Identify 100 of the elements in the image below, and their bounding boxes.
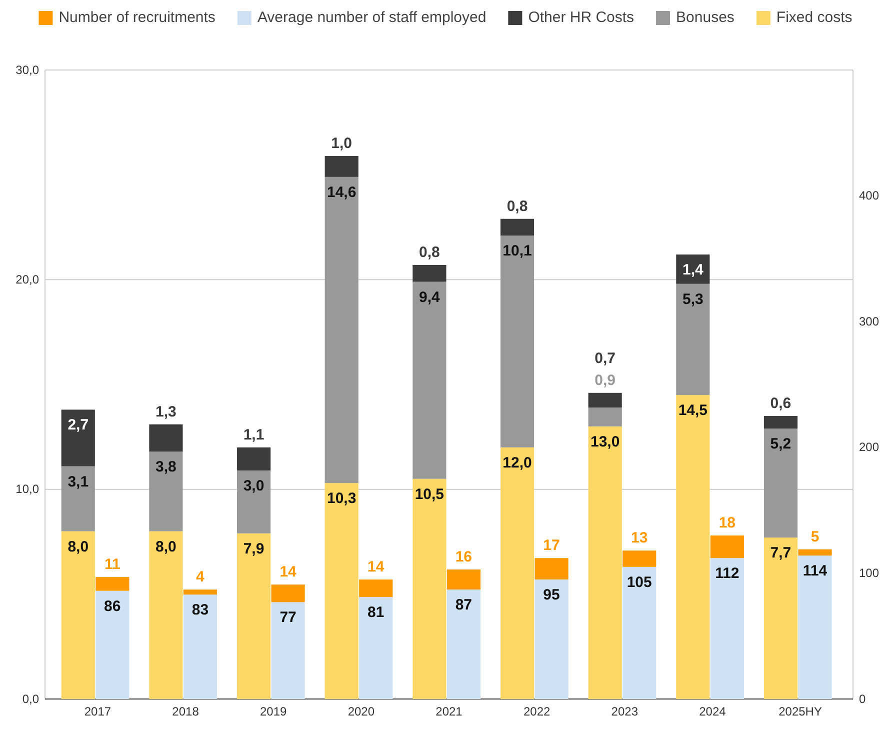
data-label: 5,2 bbox=[770, 436, 792, 453]
bar bbox=[96, 576, 130, 591]
data-label: 7,9 bbox=[243, 540, 264, 558]
bar bbox=[324, 483, 358, 699]
data-label: 10,5 bbox=[414, 486, 444, 503]
data-label: 1,1 bbox=[243, 426, 264, 444]
data-label: 9,4 bbox=[419, 288, 441, 306]
data-label: 0,6 bbox=[770, 394, 792, 412]
data-label: 114 bbox=[802, 562, 828, 580]
data-label: 13 bbox=[631, 530, 648, 547]
data-label: 1,0 bbox=[331, 134, 352, 152]
data-label: 87 bbox=[455, 596, 472, 614]
data-label: 5,3 bbox=[682, 290, 704, 308]
bar bbox=[676, 284, 710, 395]
bar bbox=[676, 254, 710, 284]
data-label: 0,8 bbox=[419, 244, 440, 261]
y-tick-label: 20,0 bbox=[16, 272, 40, 287]
data-label: 14 bbox=[280, 564, 298, 581]
x-tick-label: 2020 bbox=[348, 704, 375, 719]
data-label: 14 bbox=[368, 558, 385, 576]
bar bbox=[764, 416, 798, 429]
bar bbox=[412, 282, 446, 479]
y2-tick-label: 0 bbox=[859, 692, 866, 706]
bar bbox=[61, 466, 95, 532]
bar bbox=[446, 569, 480, 590]
data-label: 77 bbox=[280, 609, 296, 626]
data-label: 4 bbox=[196, 568, 206, 586]
bar bbox=[412, 478, 446, 699]
y-tick-label: 10,0 bbox=[16, 482, 40, 496]
data-label: 3,1 bbox=[68, 473, 89, 490]
bar bbox=[588, 408, 622, 426]
bar bbox=[622, 550, 656, 567]
legend-label: Bonuses bbox=[676, 9, 734, 26]
data-label: 2,7 bbox=[68, 416, 89, 434]
x-tick-label: 2017 bbox=[84, 704, 112, 719]
bar bbox=[676, 394, 710, 699]
data-label: 8,0 bbox=[68, 538, 89, 556]
y-tick-label: 30,0 bbox=[16, 62, 40, 77]
data-label: 10,1 bbox=[502, 242, 532, 260]
x-tick-label: 2022 bbox=[523, 704, 550, 719]
x-tick-label: 2024 bbox=[699, 704, 726, 719]
bar bbox=[534, 558, 568, 580]
legend-label: Average number of staff employed bbox=[257, 9, 486, 26]
x-tick-label: 2021 bbox=[436, 704, 463, 719]
bar bbox=[183, 590, 218, 595]
data-label: 10,3 bbox=[327, 490, 356, 508]
x-tick-label: 2019 bbox=[260, 704, 288, 719]
bar bbox=[271, 584, 305, 602]
y2-tick-label: 300 bbox=[859, 314, 880, 328]
bar bbox=[324, 156, 358, 177]
data-label: 83 bbox=[192, 602, 209, 619]
data-label: 5 bbox=[810, 528, 820, 546]
bar bbox=[710, 535, 744, 558]
data-label: 18 bbox=[718, 514, 736, 532]
bar bbox=[500, 447, 534, 699]
data-label: 0,9 bbox=[594, 372, 616, 389]
data-label: 11 bbox=[104, 556, 120, 573]
legend-label: Other HR Costs bbox=[528, 9, 634, 26]
data-label: 105 bbox=[626, 574, 652, 591]
data-label: 1,3 bbox=[156, 403, 176, 420]
bar bbox=[588, 426, 622, 699]
bar bbox=[149, 452, 183, 532]
data-label: 14,6 bbox=[327, 184, 356, 201]
y-tick-label: 0,0 bbox=[22, 692, 40, 706]
data-label: 7,7 bbox=[770, 544, 792, 562]
data-label: 12,0 bbox=[502, 454, 532, 472]
y2-tick-label: 100 bbox=[859, 566, 880, 580]
data-label: 8,0 bbox=[156, 538, 176, 556]
x-tick-label: 2023 bbox=[611, 704, 638, 719]
data-label: 95 bbox=[543, 586, 560, 604]
bar bbox=[236, 447, 271, 470]
bar bbox=[764, 428, 798, 538]
data-label: 3,8 bbox=[156, 458, 176, 476]
bar bbox=[412, 264, 446, 282]
bar bbox=[61, 410, 95, 466]
legend-label: Number of recruitments bbox=[58, 9, 216, 26]
legend-label: Fixed costs bbox=[776, 9, 852, 26]
data-label: 86 bbox=[104, 598, 121, 615]
data-label: 0,8 bbox=[506, 198, 528, 215]
bar bbox=[588, 392, 622, 408]
data-label: 1,4 bbox=[682, 262, 704, 279]
bar bbox=[324, 176, 358, 484]
y2-tick-label: 400 bbox=[859, 188, 880, 203]
bar bbox=[359, 579, 393, 598]
y2-tick-label: 200 bbox=[859, 440, 880, 454]
x-tick-label: 2025HY bbox=[778, 704, 822, 719]
bar bbox=[500, 236, 534, 448]
data-label: 3,0 bbox=[243, 477, 264, 494]
bar bbox=[149, 424, 183, 452]
data-label: 17 bbox=[543, 537, 560, 554]
bar bbox=[236, 470, 271, 534]
data-label: 112 bbox=[715, 565, 740, 582]
data-label: 13,0 bbox=[590, 433, 620, 450]
data-label: 16 bbox=[455, 548, 472, 566]
x-tick-label: 2018 bbox=[172, 704, 200, 719]
bar bbox=[798, 549, 832, 556]
data-label: 0,7 bbox=[594, 350, 616, 367]
data-label: 81 bbox=[368, 604, 384, 622]
data-label: 14,5 bbox=[678, 402, 708, 419]
bar bbox=[500, 218, 534, 236]
